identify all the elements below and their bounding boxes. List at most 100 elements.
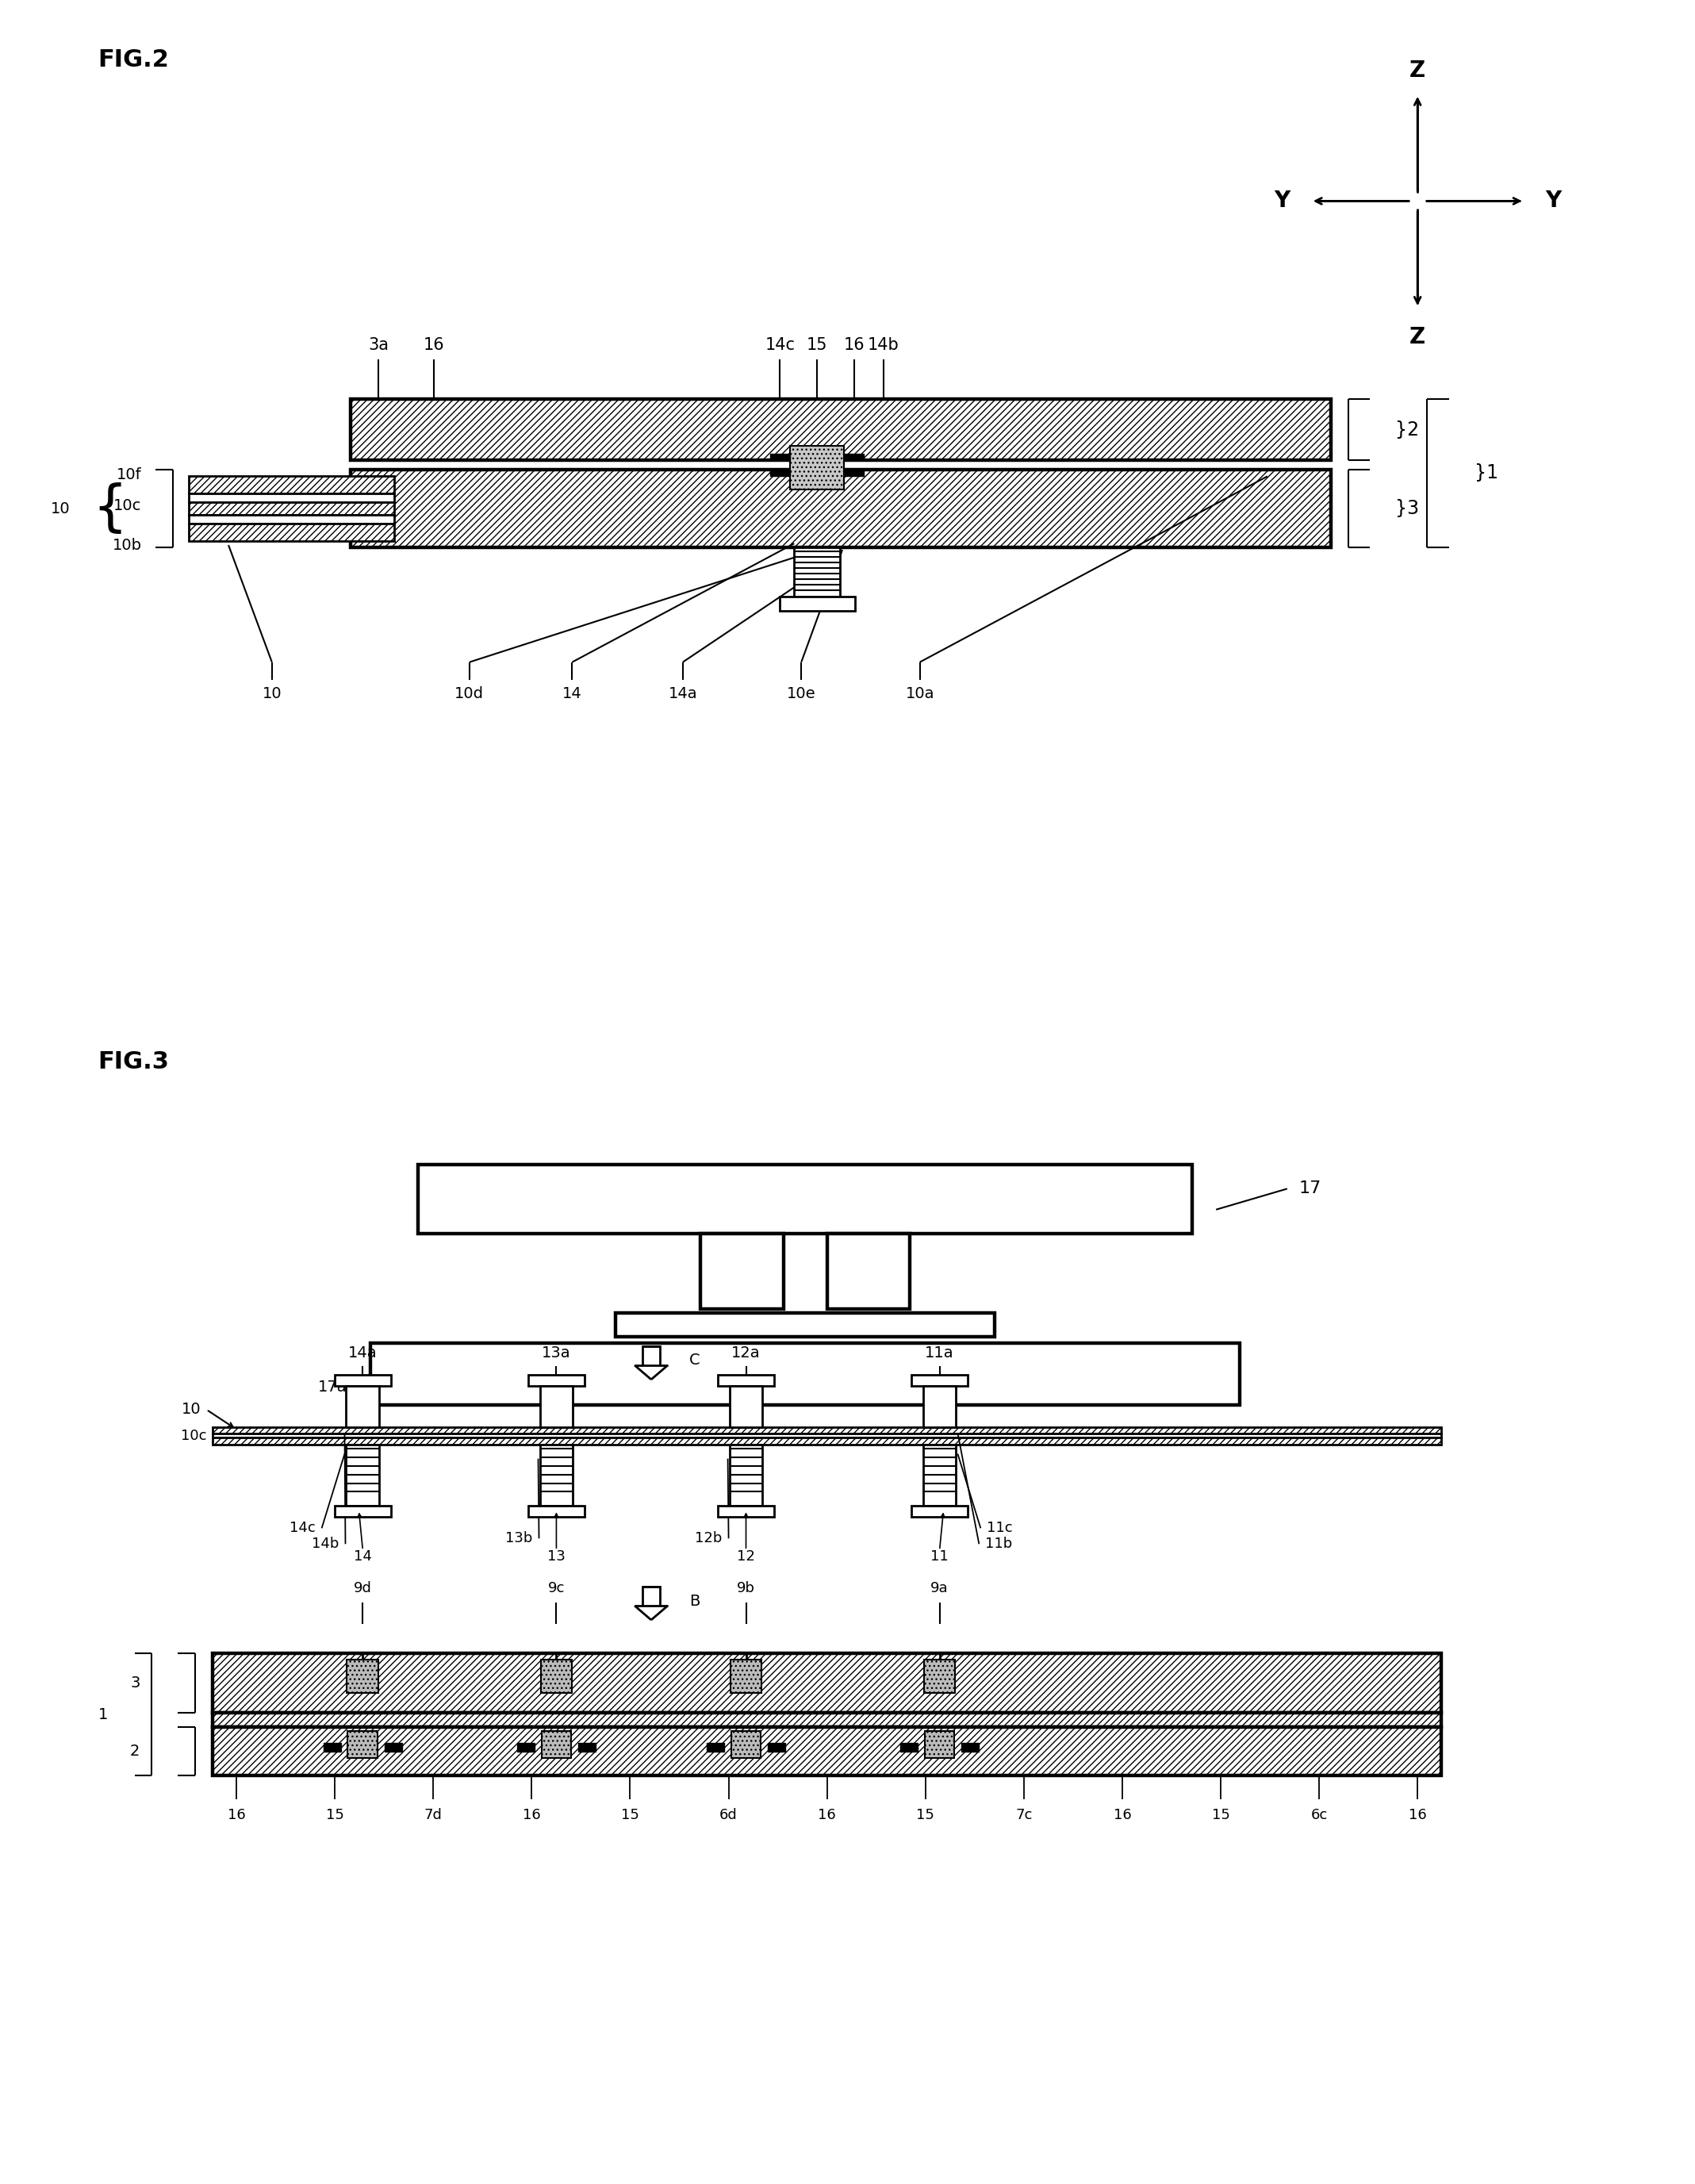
Text: 10c: 10c <box>181 1428 207 1444</box>
Text: 11a: 11a <box>925 1345 954 1361</box>
Text: 10f: 10f <box>117 467 142 483</box>
Text: 15: 15 <box>807 336 827 354</box>
Text: {: { <box>93 483 127 535</box>
Text: Z: Z <box>1410 325 1425 347</box>
Bar <box>731 1660 761 1693</box>
Bar <box>527 1374 585 1387</box>
Bar <box>527 1507 585 1518</box>
Bar <box>729 1444 763 1507</box>
Text: 10: 10 <box>51 500 71 515</box>
Bar <box>729 1387 763 1426</box>
Text: 14a: 14a <box>347 1345 378 1361</box>
Text: Y: Y <box>1273 190 1290 212</box>
Bar <box>188 476 395 494</box>
Bar <box>539 1387 573 1426</box>
Bar <box>188 524 395 542</box>
Bar <box>717 1507 775 1518</box>
Text: 16: 16 <box>1409 1808 1427 1821</box>
Text: 10a: 10a <box>905 686 934 701</box>
Bar <box>346 1387 380 1426</box>
Bar <box>212 1712 1441 1728</box>
Text: 10b: 10b <box>112 537 142 553</box>
Bar <box>717 1374 775 1387</box>
Bar <box>924 1730 954 1758</box>
Bar <box>790 446 844 489</box>
Text: 15: 15 <box>1212 1808 1231 1821</box>
Text: 12b: 12b <box>695 1531 722 1546</box>
Bar <box>351 470 1331 548</box>
Text: FIG.2: FIG.2 <box>98 48 170 72</box>
Bar <box>385 1743 402 1752</box>
Bar <box>642 1345 659 1365</box>
Bar <box>707 1743 724 1752</box>
Text: 17a: 17a <box>319 1380 347 1396</box>
Bar <box>924 1444 956 1507</box>
Text: 11: 11 <box>931 1548 949 1564</box>
Bar <box>771 454 790 461</box>
Text: 14b: 14b <box>312 1538 339 1551</box>
Text: 6d: 6d <box>719 1808 737 1821</box>
Text: 13: 13 <box>547 1548 566 1564</box>
Text: 11b: 11b <box>985 1538 1012 1551</box>
Text: 9b: 9b <box>737 1581 754 1597</box>
Text: 2: 2 <box>131 1743 141 1758</box>
Bar <box>212 1728 1441 1776</box>
Text: 7c: 7c <box>1015 1808 1032 1821</box>
Text: FIG.3: FIG.3 <box>98 1051 170 1072</box>
Text: 15: 15 <box>325 1808 344 1821</box>
Text: 13a: 13a <box>542 1345 571 1361</box>
Bar <box>212 1426 1441 1433</box>
Text: 10d: 10d <box>454 686 485 701</box>
Text: B: B <box>690 1594 700 1607</box>
Bar <box>731 1730 761 1758</box>
Bar <box>212 1653 1441 1712</box>
Text: 7d: 7d <box>424 1808 442 1821</box>
Text: Y: Y <box>1546 190 1561 212</box>
Text: 15: 15 <box>917 1808 934 1821</box>
Bar <box>212 1437 1441 1444</box>
Bar <box>351 400 1331 461</box>
Text: 16: 16 <box>522 1808 541 1821</box>
Bar <box>771 470 790 476</box>
Text: 16: 16 <box>424 336 444 354</box>
Text: 17: 17 <box>1298 1182 1322 1197</box>
Bar <box>188 494 395 502</box>
Bar <box>371 1343 1239 1404</box>
Text: 9c: 9c <box>547 1581 564 1597</box>
Bar <box>347 1730 378 1758</box>
Text: 16: 16 <box>844 336 864 354</box>
Text: 14c: 14c <box>764 336 795 354</box>
Bar <box>517 1743 534 1752</box>
Bar <box>212 1433 1441 1437</box>
Bar <box>541 1730 571 1758</box>
Bar <box>924 1387 956 1426</box>
Bar <box>844 454 864 461</box>
Text: 10: 10 <box>263 686 281 701</box>
Bar <box>924 1660 956 1693</box>
Text: 14b: 14b <box>868 336 900 354</box>
Text: 1: 1 <box>98 1708 108 1721</box>
Bar <box>324 1743 341 1752</box>
Text: 3a: 3a <box>368 336 388 354</box>
Text: 9d: 9d <box>354 1581 371 1597</box>
Text: 11c: 11c <box>986 1520 1014 1535</box>
Text: 14: 14 <box>354 1548 371 1564</box>
Bar <box>541 1660 573 1693</box>
Text: }1: }1 <box>1475 463 1498 483</box>
Bar <box>780 596 854 612</box>
Bar <box>578 1743 597 1752</box>
Text: Z: Z <box>1410 59 1425 81</box>
Bar <box>539 1444 573 1507</box>
Bar <box>912 1374 968 1387</box>
Text: 3: 3 <box>131 1675 141 1690</box>
Text: 9a: 9a <box>931 1581 949 1597</box>
Text: 16: 16 <box>1114 1808 1131 1821</box>
Bar <box>700 1234 783 1308</box>
Bar <box>768 1743 785 1752</box>
Text: 15: 15 <box>620 1808 639 1821</box>
Bar <box>844 470 864 476</box>
Bar <box>419 1164 1192 1234</box>
Text: C: C <box>690 1352 700 1367</box>
Text: }2: }2 <box>1395 419 1419 439</box>
Bar <box>188 502 395 515</box>
